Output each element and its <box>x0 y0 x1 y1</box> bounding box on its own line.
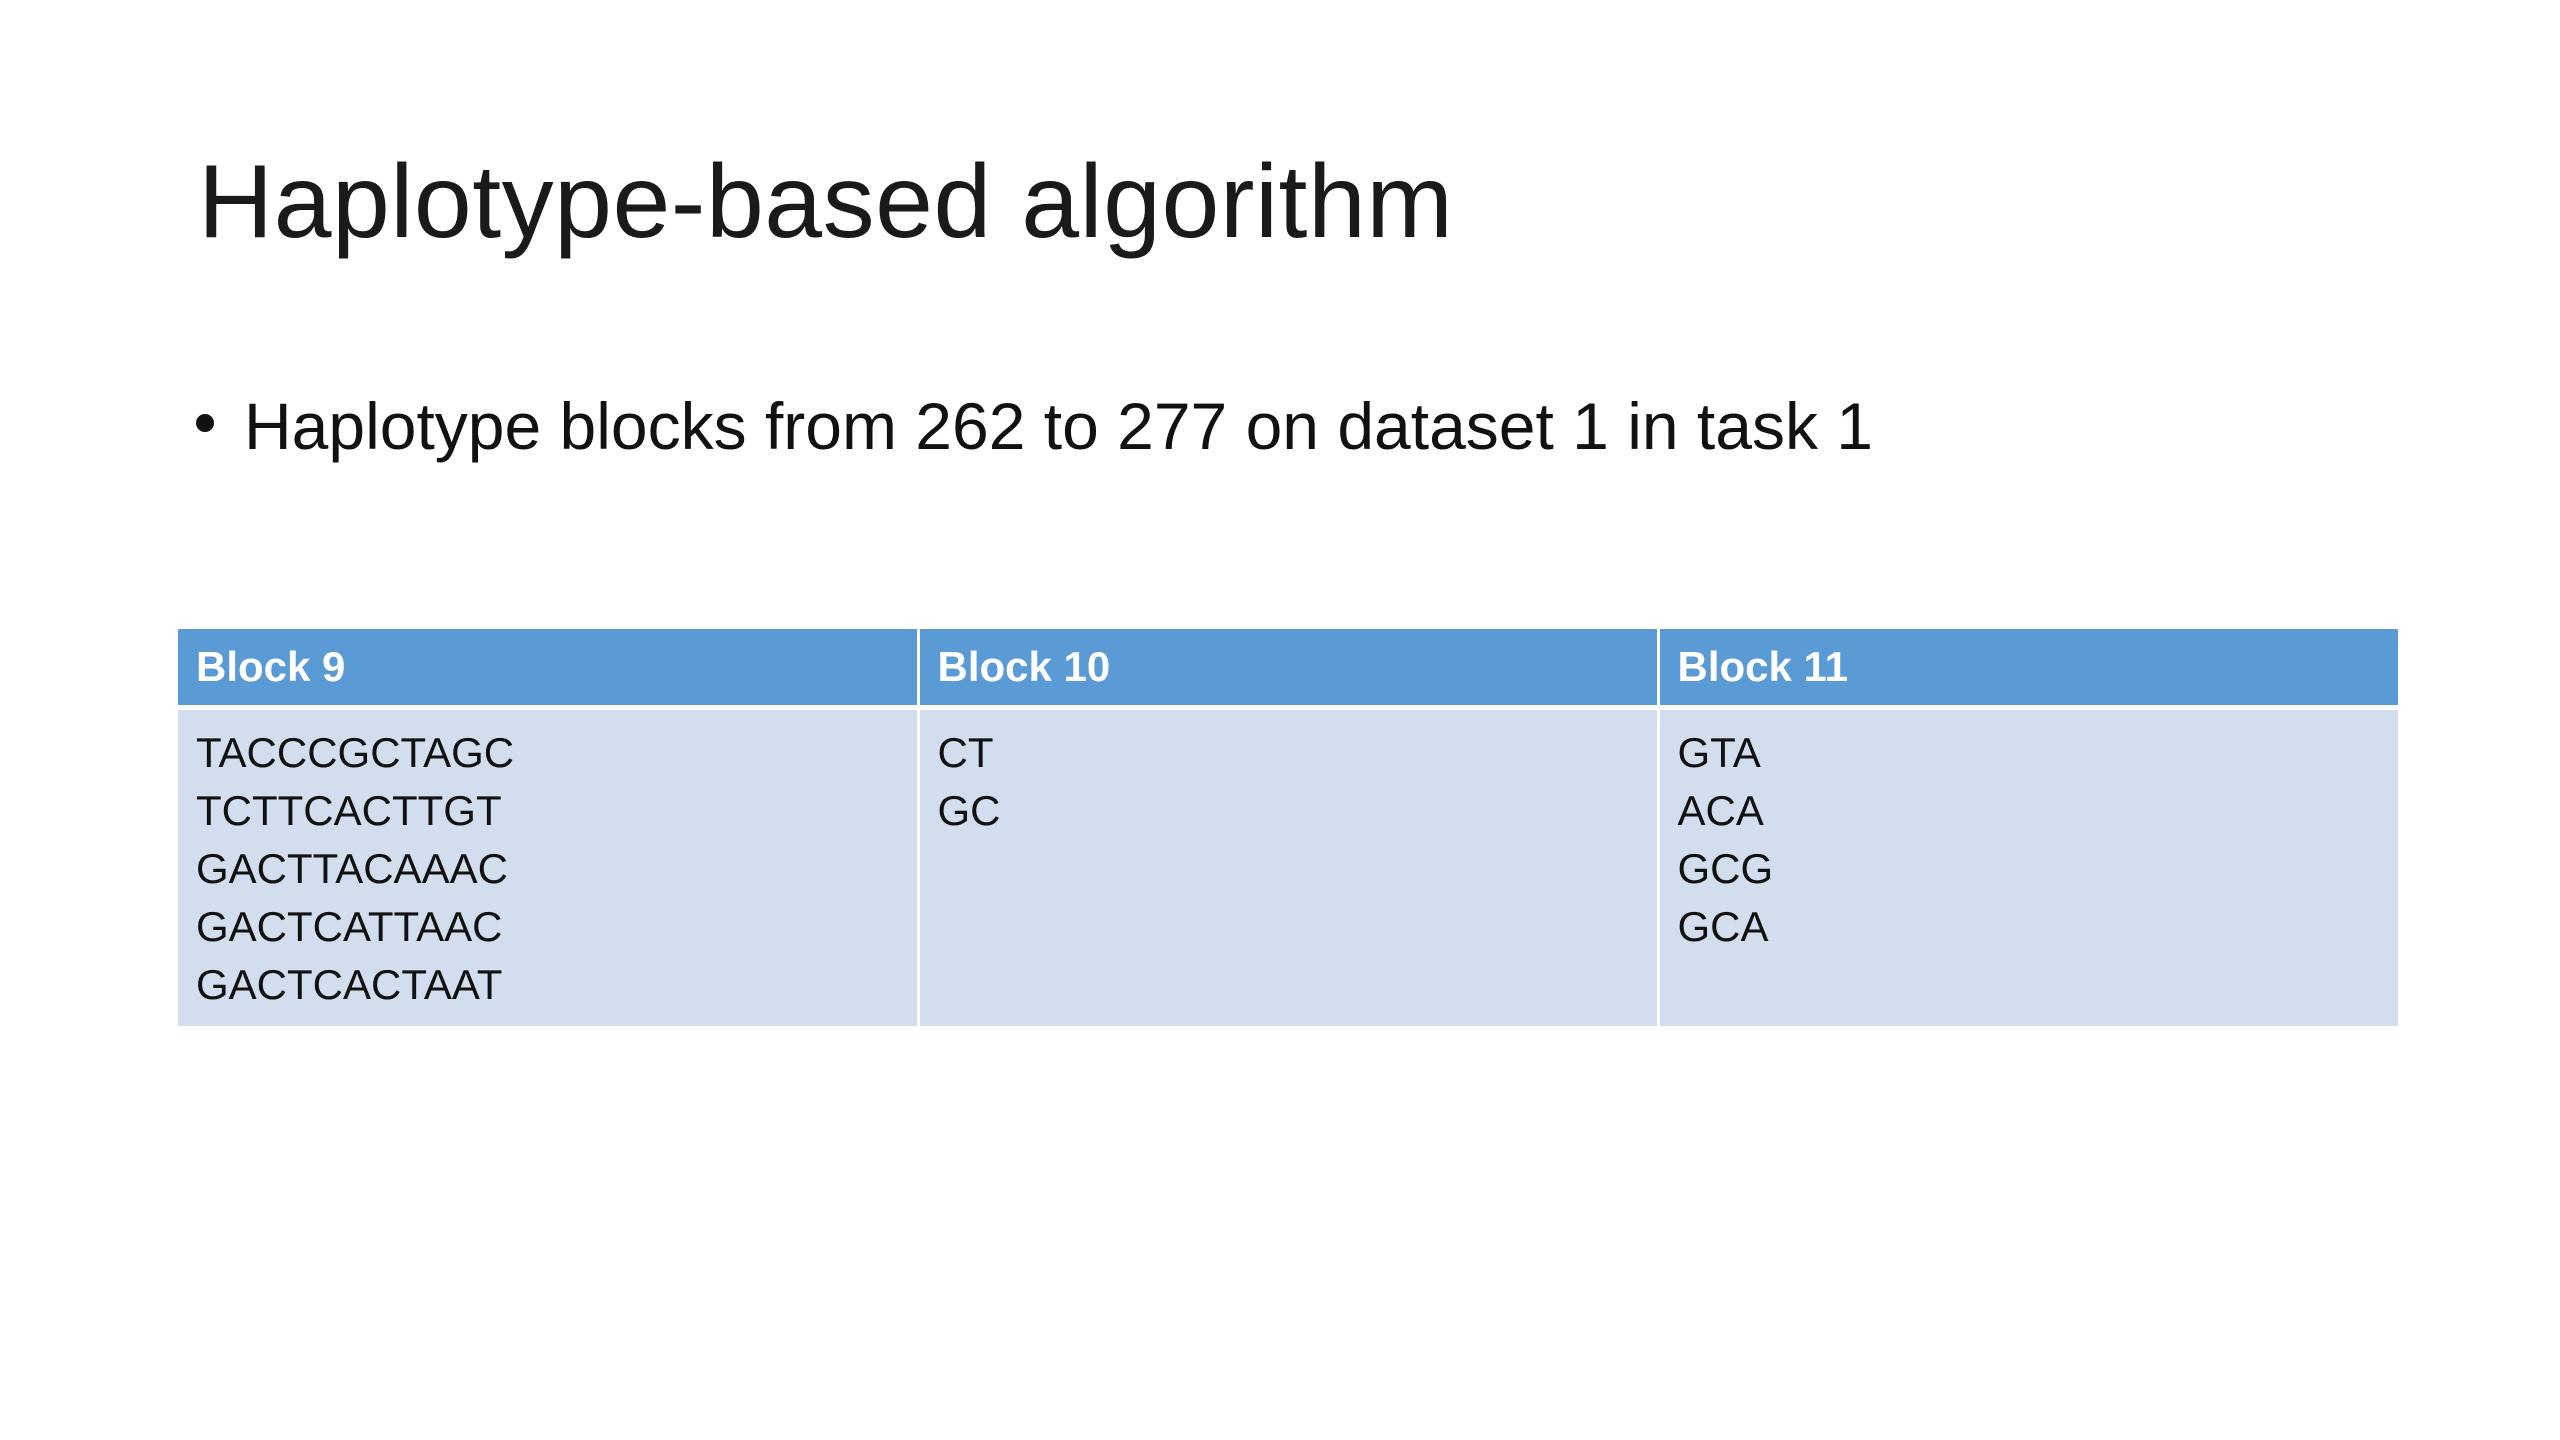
haplotype-sequence: ACA <box>1677 787 1764 834</box>
column-header-block-9: Block 9 <box>178 629 920 710</box>
haplotype-sequence: GC <box>937 787 1001 834</box>
table-row: TACCCGCTAGC TCTTCACTTGT GACTTACAAAC GACT… <box>178 707 2398 1026</box>
column-header-block-10: Block 10 <box>918 629 1660 710</box>
bullet-dot-icon <box>196 414 214 432</box>
haplotype-sequence: GCA <box>1677 903 1769 950</box>
block-9-cell: TACCCGCTAGC TCTTCACTTGT GACTTACAAAC GACT… <box>178 707 920 1026</box>
haplotype-sequence: CT <box>937 729 994 776</box>
haplotype-sequence: GCG <box>1677 845 1774 892</box>
slide-title: Haplotype-based algorithm <box>198 144 1454 260</box>
block-11-cell: GTA ACA GCG GCA <box>1658 707 2398 1026</box>
haplotype-sequence: GACTCACTAAT <box>196 961 503 1008</box>
haplotype-sequence: TACCCGCTAGC <box>196 729 515 776</box>
haplotype-blocks-table: Block 9 Block 10 Block 11 TACCCGCTAGC TC… <box>178 629 2398 1026</box>
haplotype-sequence: TCTTCACTTGT <box>196 787 502 834</box>
table-header-row: Block 9 Block 10 Block 11 <box>178 629 2398 710</box>
haplotype-sequence: GACTTACAAAC <box>196 845 508 892</box>
bullet-text: Haplotype blocks from 262 to 277 on data… <box>244 389 1873 463</box>
haplotype-sequence: GACTCATTAAC <box>196 903 503 950</box>
bullet-item: Haplotype blocks from 262 to 277 on data… <box>196 393 1873 459</box>
block-10-cell: CT GC <box>918 707 1660 1026</box>
haplotype-sequence: GTA <box>1677 729 1761 776</box>
column-header-block-11: Block 11 <box>1658 629 2398 710</box>
